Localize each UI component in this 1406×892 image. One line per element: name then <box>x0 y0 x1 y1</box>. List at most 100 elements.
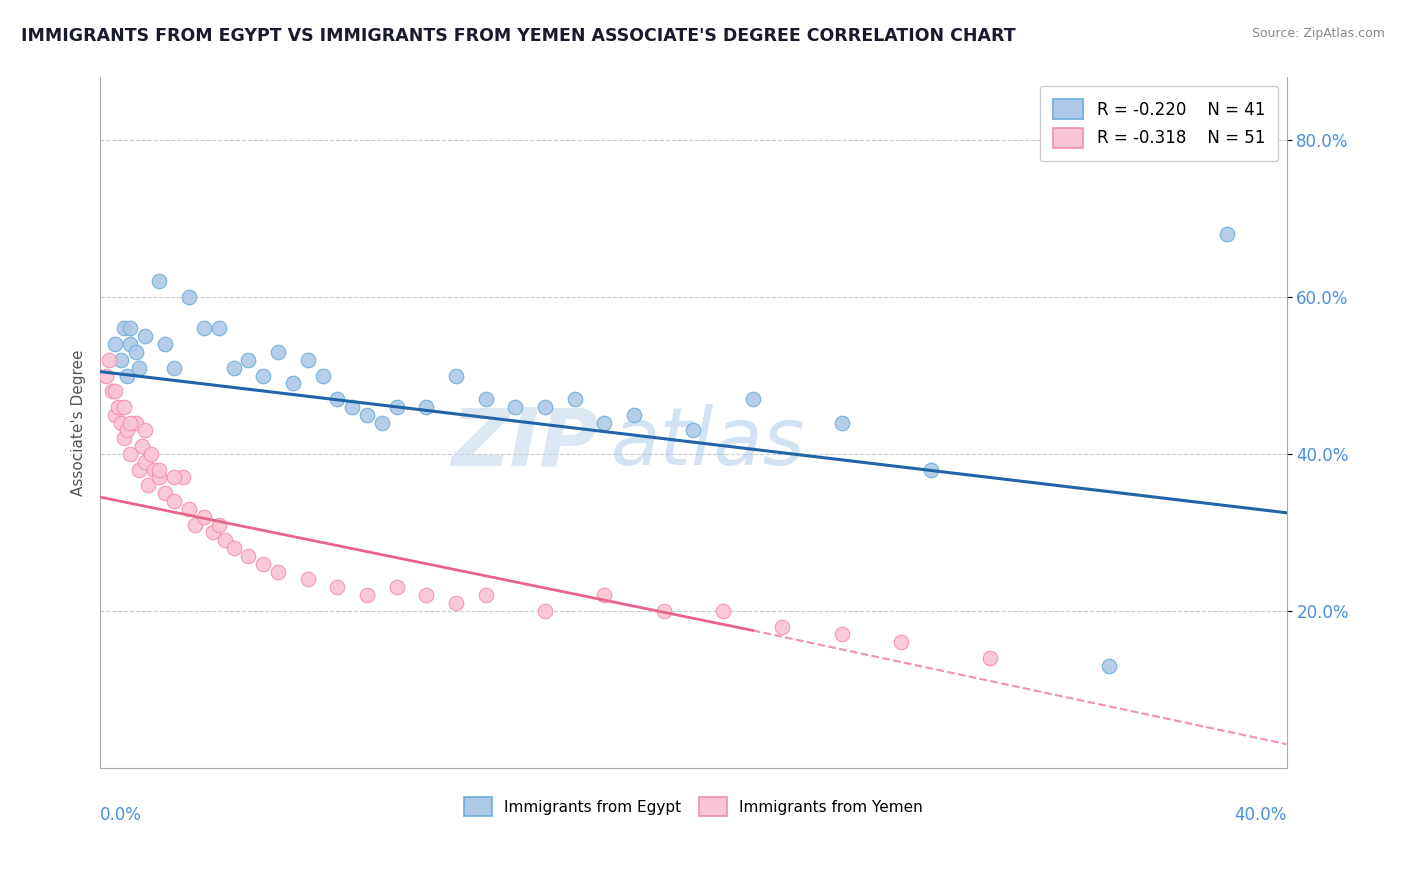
Point <box>163 360 186 375</box>
Point <box>238 352 260 367</box>
Point <box>208 517 231 532</box>
Point <box>101 384 124 399</box>
Point <box>342 400 364 414</box>
Point <box>118 321 141 335</box>
Point <box>104 408 127 422</box>
Point <box>385 400 408 414</box>
Text: 0.0%: 0.0% <box>100 805 142 823</box>
Point <box>131 439 153 453</box>
Point <box>155 486 177 500</box>
Point <box>979 651 1001 665</box>
Point <box>125 345 148 359</box>
Point <box>193 509 215 524</box>
Point <box>534 604 557 618</box>
Point <box>297 352 319 367</box>
Point <box>593 416 616 430</box>
Point <box>252 557 274 571</box>
Point <box>890 635 912 649</box>
Point <box>326 580 349 594</box>
Point <box>1097 658 1119 673</box>
Point <box>593 588 616 602</box>
Point <box>94 368 117 383</box>
Point <box>741 392 763 406</box>
Point <box>104 384 127 399</box>
Point <box>444 368 467 383</box>
Point <box>193 321 215 335</box>
Point <box>474 392 496 406</box>
Point <box>172 470 194 484</box>
Point <box>371 416 394 430</box>
Point <box>118 447 141 461</box>
Point <box>356 408 378 422</box>
Point <box>118 416 141 430</box>
Point <box>770 619 793 633</box>
Point <box>110 352 132 367</box>
Point <box>98 352 121 367</box>
Point <box>125 416 148 430</box>
Point <box>311 368 333 383</box>
Point <box>444 596 467 610</box>
Point <box>179 290 201 304</box>
Point <box>142 462 165 476</box>
Point <box>267 565 290 579</box>
Point <box>112 431 135 445</box>
Point <box>326 392 349 406</box>
Point <box>356 588 378 602</box>
Point <box>208 321 231 335</box>
Point <box>112 400 135 414</box>
Point <box>163 470 186 484</box>
Point <box>252 368 274 383</box>
Point <box>110 416 132 430</box>
Point <box>134 424 156 438</box>
Text: IMMIGRANTS FROM EGYPT VS IMMIGRANTS FROM YEMEN ASSOCIATE'S DEGREE CORRELATION CH: IMMIGRANTS FROM EGYPT VS IMMIGRANTS FROM… <box>21 27 1015 45</box>
Point <box>831 627 853 641</box>
Point <box>505 400 527 414</box>
Point <box>214 533 236 548</box>
Text: ZIP: ZIP <box>451 404 599 483</box>
Point <box>623 408 645 422</box>
Point <box>222 360 245 375</box>
Point <box>281 376 304 391</box>
Point <box>115 424 138 438</box>
Point <box>148 274 170 288</box>
Point <box>474 588 496 602</box>
Y-axis label: Associate's Degree: Associate's Degree <box>72 350 86 496</box>
Point <box>201 525 224 540</box>
Point <box>920 462 942 476</box>
Point <box>134 329 156 343</box>
Point <box>682 424 704 438</box>
Text: 40.0%: 40.0% <box>1234 805 1286 823</box>
Point <box>107 400 129 414</box>
Text: Source: ZipAtlas.com: Source: ZipAtlas.com <box>1251 27 1385 40</box>
Point <box>711 604 734 618</box>
Point <box>139 447 162 461</box>
Text: atlas: atlas <box>610 404 806 483</box>
Point <box>222 541 245 555</box>
Point <box>831 416 853 430</box>
Point <box>385 580 408 594</box>
Point <box>128 360 150 375</box>
Point <box>112 321 135 335</box>
Point <box>564 392 586 406</box>
Point <box>415 588 437 602</box>
Point <box>297 573 319 587</box>
Point <box>1216 227 1239 242</box>
Point <box>238 549 260 563</box>
Point <box>148 462 170 476</box>
Point <box>115 368 138 383</box>
Point <box>134 455 156 469</box>
Point <box>163 494 186 508</box>
Point <box>415 400 437 414</box>
Point <box>184 517 207 532</box>
Point <box>118 337 141 351</box>
Point <box>155 337 177 351</box>
Legend: Immigrants from Egypt, Immigrants from Yemen: Immigrants from Egypt, Immigrants from Y… <box>458 791 929 822</box>
Point <box>534 400 557 414</box>
Point <box>267 345 290 359</box>
Point <box>136 478 159 492</box>
Point <box>652 604 675 618</box>
Point <box>179 501 201 516</box>
Point <box>128 462 150 476</box>
Point <box>104 337 127 351</box>
Point <box>148 470 170 484</box>
